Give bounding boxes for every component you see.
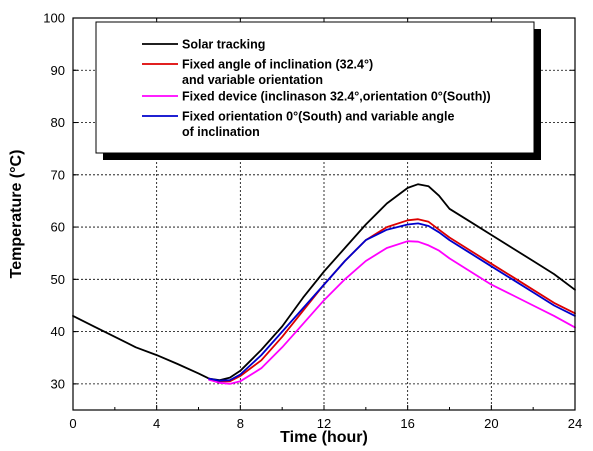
legend-label-3: Fixed device (inclinason 32.4°,orientati… [182, 90, 491, 104]
x-tick-label: 24 [568, 416, 582, 431]
legend-label-2: and variable orientation [182, 73, 323, 87]
x-tick-label: 12 [317, 416, 331, 431]
series-line-2 [208, 218, 576, 383]
y-tick-label: 60 [51, 220, 65, 235]
legend: Solar tracking Fixed angle of inclination… [95, 21, 541, 160]
y-tick-label: 50 [51, 272, 65, 287]
x-tick-label: 4 [153, 416, 160, 431]
axis-ticks: 0 4 8 12 16 20 24 30 40 50 60 70 80 90 100 [43, 11, 582, 432]
x-axis-title: Time (hour) [280, 429, 368, 446]
x-tick-label: 20 [484, 416, 498, 431]
series-line-4 [208, 222, 576, 382]
x-tick-label: 16 [400, 416, 414, 431]
legend-label-1: Solar tracking [182, 38, 265, 52]
data-series [72, 183, 576, 385]
series-line-3 [208, 240, 576, 385]
series-line-1 [72, 183, 576, 382]
y-tick-label: 70 [51, 167, 65, 182]
legend-label-4: of inclination [182, 125, 260, 139]
y-axis-title: Temperature (°C) [8, 150, 25, 279]
legend-label-4: Fixed orientation 0°(South) and variable… [182, 110, 454, 124]
legend-box [95, 21, 535, 154]
y-tick-label: 90 [51, 63, 65, 78]
y-tick-label: 80 [51, 115, 65, 130]
x-tick-label: 8 [237, 416, 244, 431]
x-tick-label: 0 [69, 416, 76, 431]
y-tick-label: 30 [51, 376, 65, 391]
legend-label-2: Fixed angle of inclination (32.4°) [182, 58, 373, 72]
y-tick-label: 100 [43, 11, 65, 26]
y-tick-label: 40 [51, 324, 65, 339]
